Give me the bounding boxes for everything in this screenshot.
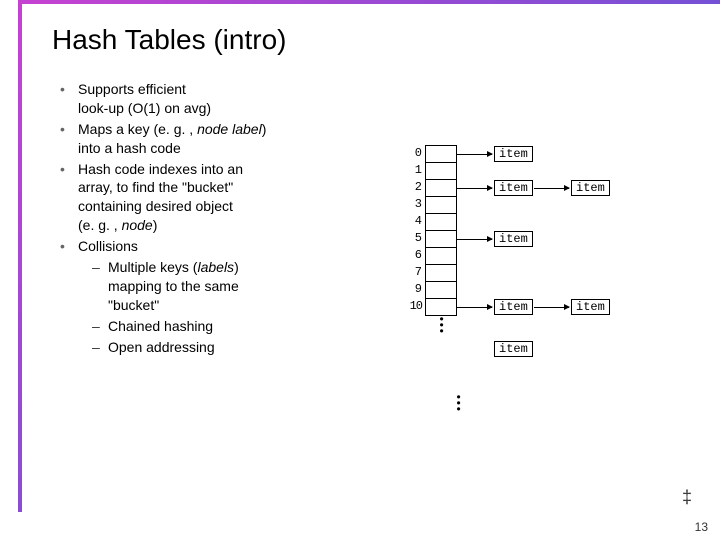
text: ) [153,217,158,233]
arrow-icon [457,307,492,308]
index-column: 0 1 2 3 4 5 6 7 9 10 [400,145,422,315]
page-number: 13 [695,520,708,534]
text: "bucket" [108,297,159,313]
idx-0: 0 [400,145,422,162]
dagger-mark: ‡ [682,487,692,508]
text: Hash code indexes into an [78,161,243,177]
item-box: item [494,146,533,162]
text: Open addressing [108,339,215,355]
hash-diagram: 0 1 2 3 4 5 6 7 9 10 ••• ••• item item i… [400,145,700,445]
cell [425,281,457,299]
text: (e. g. , [78,217,122,233]
sub-list: Multiple keys (labels) mapping to the sa… [92,258,380,356]
cell [425,196,457,214]
arrow-icon [457,239,492,240]
text-italic: labels [197,259,234,275]
text: Multiple keys ( [108,259,197,275]
text-italic: node label [197,121,262,137]
content-area: Supports efficient look-up (O(1) on avg)… [60,80,380,358]
text: Maps a key (e. g. , [78,121,197,137]
cell [425,213,457,231]
sub-2: Chained hashing [92,317,380,336]
arrow-icon [534,188,569,189]
idx-9: 9 [400,281,422,298]
item-box: item [494,341,533,357]
bullet-3: Hash code indexes into an array, to find… [60,160,380,236]
bullet-list: Supports efficient look-up (O(1) on avg)… [60,80,380,356]
array-column [425,145,457,316]
item-box: item [494,231,533,247]
item-box: item [494,180,533,196]
text: containing desired object [78,198,233,214]
arrow-icon [534,307,569,308]
text: ) [262,121,267,137]
text: ) [234,259,239,275]
sub-1: Multiple keys (labels) mapping to the sa… [92,258,380,315]
text: mapping to the same [108,278,239,294]
idx-1: 1 [400,162,422,179]
bullet-1: Supports efficient look-up (O(1) on avg) [60,80,380,118]
cell [425,264,457,282]
item-box: item [571,299,610,315]
idx-4: 4 [400,213,422,230]
arrow-icon [457,188,492,189]
vdots-icon: ••• [438,317,445,335]
cell [425,145,457,163]
item-box: item [571,180,610,196]
cell [425,247,457,265]
text: Collisions [78,238,138,254]
text-italic: node [122,217,153,233]
bullet-2: Maps a key (e. g. , node label) into a h… [60,120,380,158]
idx-6: 6 [400,247,422,264]
bullet-4: Collisions Multiple keys (labels) mappin… [60,237,380,356]
arrow-icon [457,154,492,155]
sub-3: Open addressing [92,338,380,357]
text: look-up (O(1) on avg) [78,100,211,116]
idx-2: 2 [400,179,422,196]
vdots-icon: ••• [455,395,462,413]
idx-7: 7 [400,264,422,281]
text: Supports efficient [78,81,186,97]
text: array, to find the "bucket" [78,179,233,195]
idx-3: 3 [400,196,422,213]
idx-5: 5 [400,230,422,247]
cell [425,230,457,248]
cell [425,179,457,197]
cell [425,162,457,180]
text: Chained hashing [108,318,213,334]
slide-title: Hash Tables (intro) [52,24,286,56]
idx-10: 10 [400,298,422,315]
text: into a hash code [78,140,181,156]
item-box: item [494,299,533,315]
